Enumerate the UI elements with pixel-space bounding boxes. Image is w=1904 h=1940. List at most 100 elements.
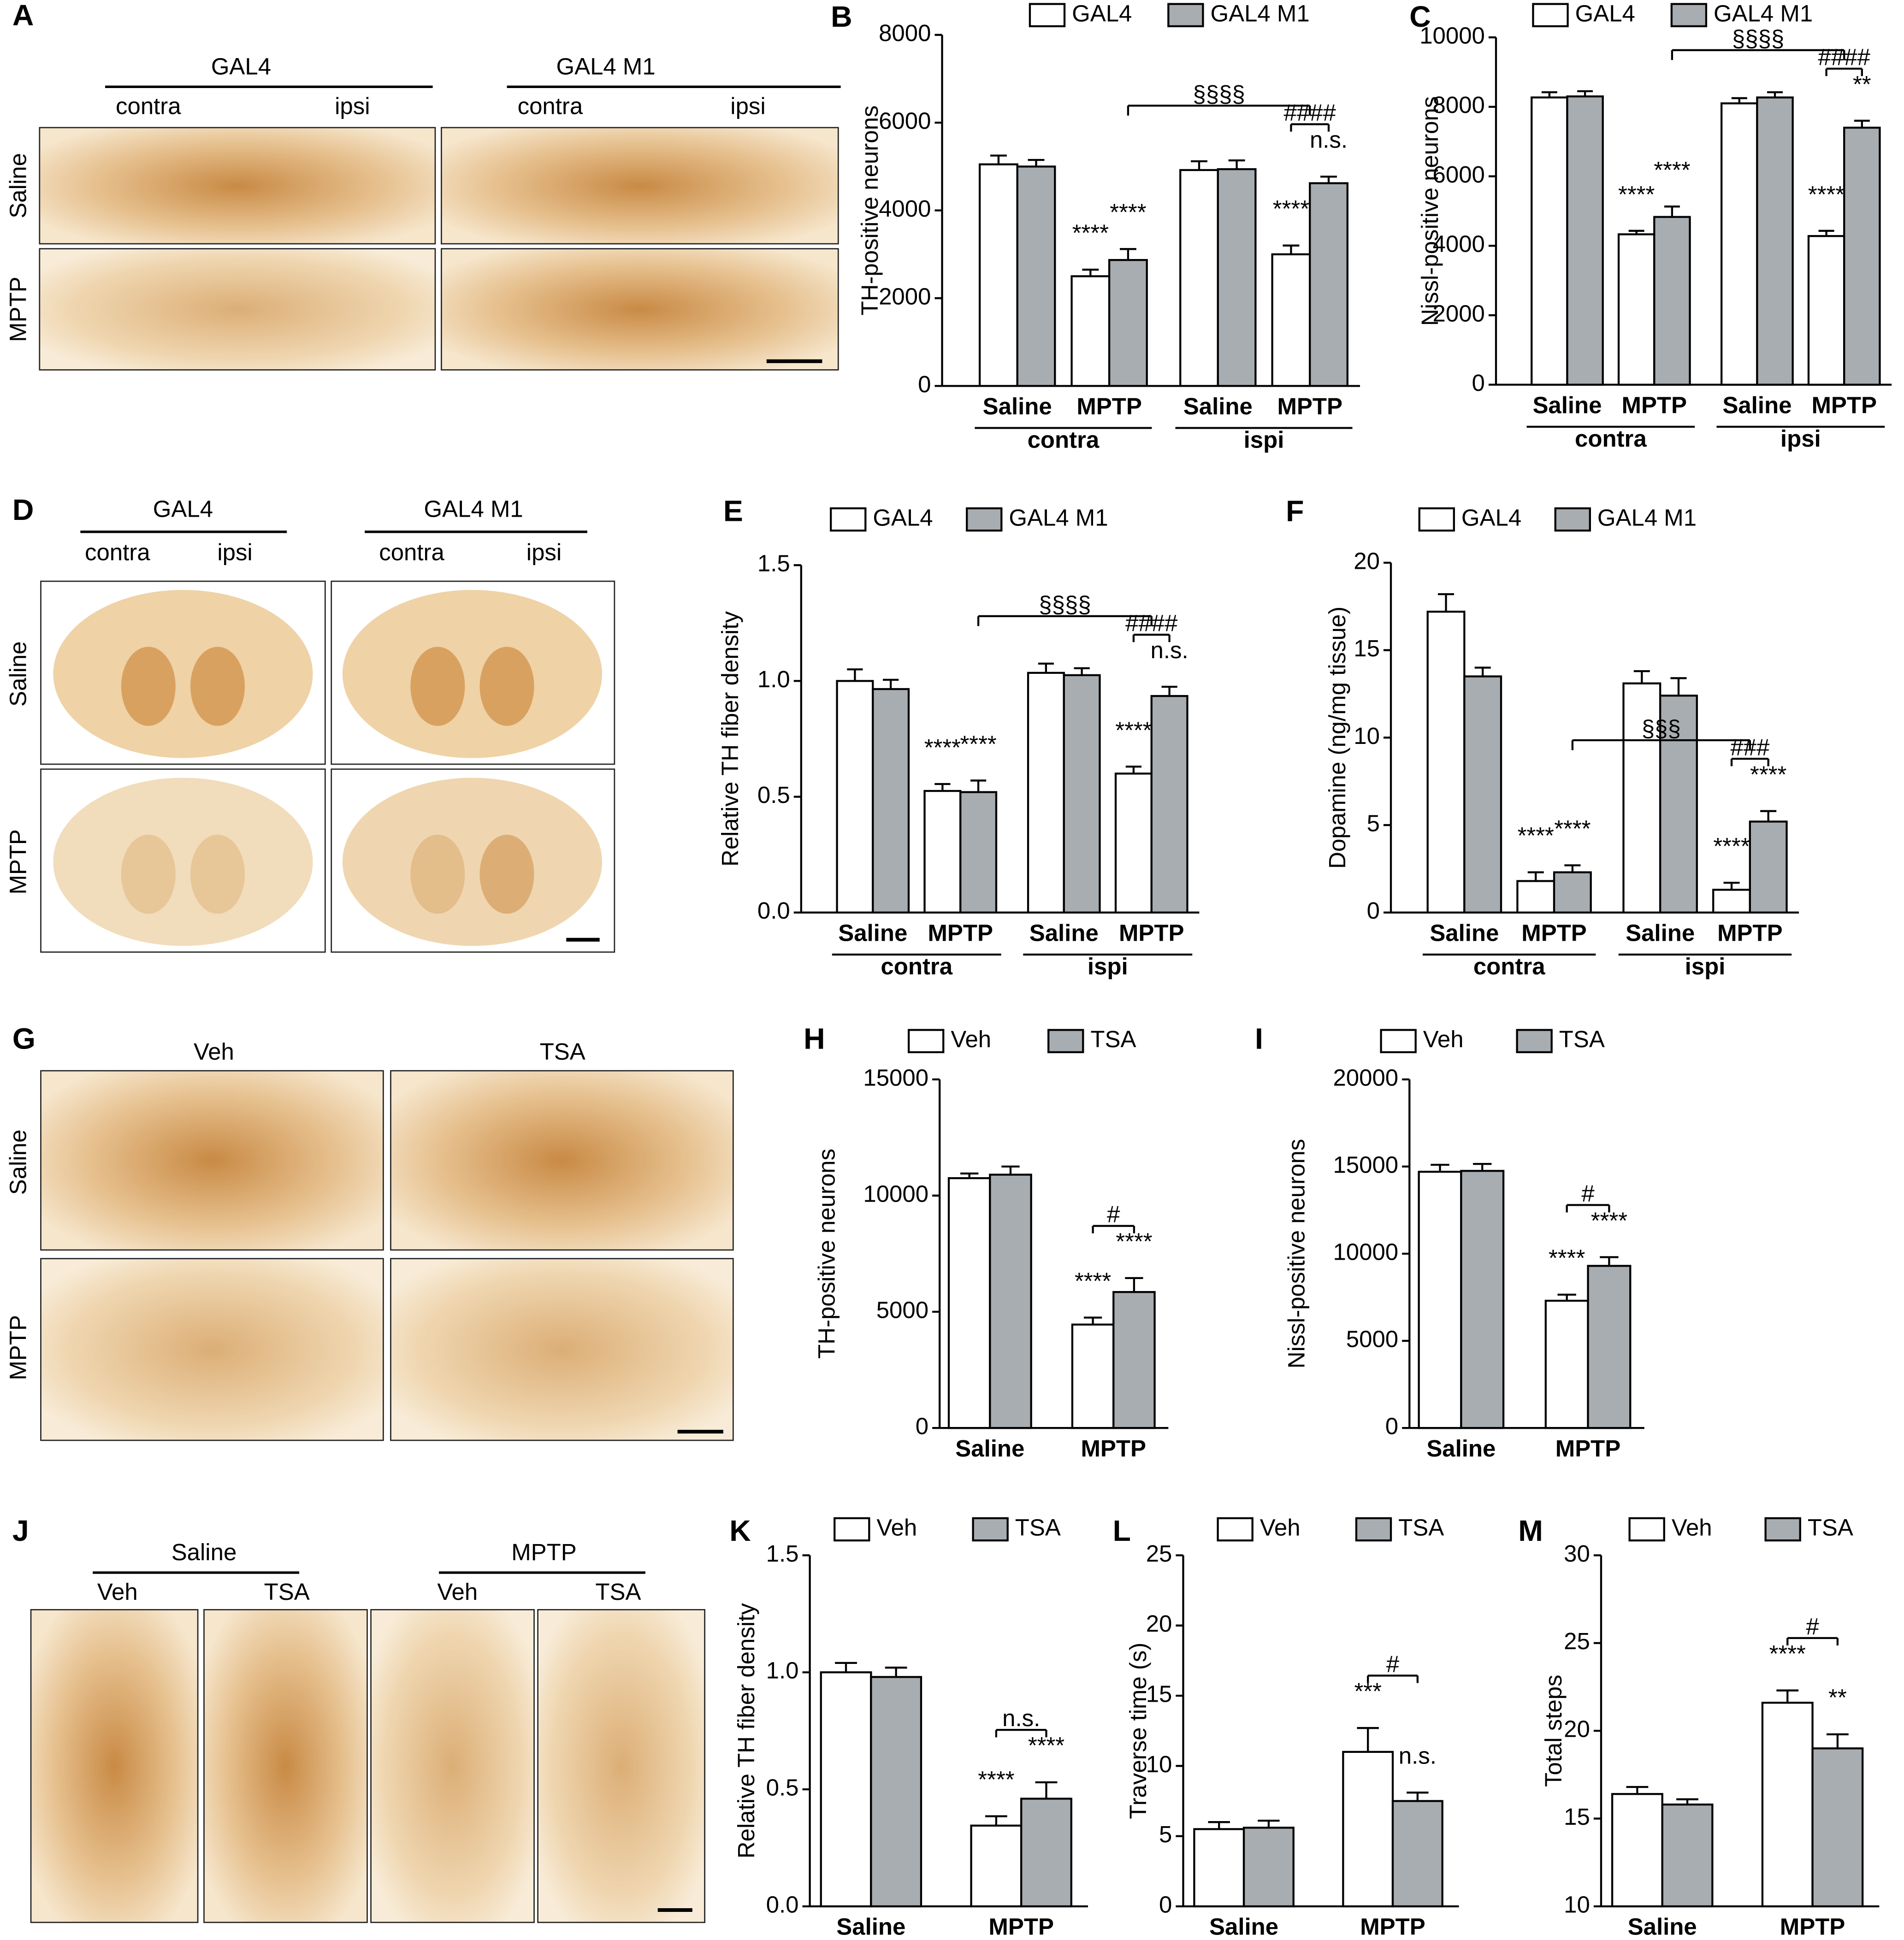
row-label: Saline — [5, 153, 31, 218]
bar — [1460, 1170, 1505, 1429]
x-tick-label: Saline — [983, 393, 1052, 419]
legend-label: GAL4 — [873, 504, 933, 531]
significance-label: ** — [1828, 1684, 1847, 1710]
bar — [978, 163, 1018, 387]
bar — [870, 1676, 922, 1908]
bar — [1391, 1800, 1443, 1908]
row-label: Saline — [5, 1130, 31, 1195]
legend-swatch — [1532, 3, 1569, 28]
group-label: ispi — [1244, 426, 1284, 453]
micrograph — [30, 1609, 199, 1923]
legend-swatch — [1418, 507, 1455, 532]
side-label: contra — [116, 93, 181, 119]
y-tick-label: 8000 — [879, 20, 931, 46]
significance-label: **** — [960, 731, 996, 757]
group-label: contra — [1473, 953, 1545, 979]
bar — [1342, 1751, 1394, 1908]
tissue — [121, 834, 176, 914]
panel-letter: F — [1286, 495, 1304, 528]
y-tick-label: 25 — [1146, 1540, 1172, 1567]
bar — [947, 1177, 991, 1429]
x-tick-label: Saline — [1183, 393, 1253, 419]
micrograph — [39, 248, 436, 371]
bar — [1811, 1747, 1864, 1908]
panel-letter: D — [12, 493, 34, 526]
x-tick-label: Saline — [1626, 920, 1695, 946]
panel-letter: L — [1113, 1514, 1131, 1547]
bar — [1544, 1299, 1589, 1429]
micrograph — [441, 127, 839, 245]
bar — [1418, 1171, 1462, 1429]
panel-letter: I — [1255, 1022, 1263, 1056]
y-tick-label: 20 — [1354, 548, 1380, 574]
bracket-label: §§§§ — [1039, 591, 1091, 618]
column-title: TSA — [595, 1579, 641, 1605]
significance-label: **** — [1072, 219, 1109, 246]
bar — [1749, 820, 1788, 914]
row-label: Saline — [5, 641, 31, 707]
significance-label: **** — [1518, 822, 1554, 849]
micrograph — [370, 1609, 535, 1923]
y-tick-label: 20 — [1564, 1716, 1590, 1742]
bar — [1070, 275, 1111, 387]
legend-swatch — [972, 1517, 1009, 1542]
y-tick-label: 0 — [1367, 897, 1380, 924]
group-label: ispi — [1088, 953, 1128, 979]
bar — [1112, 1291, 1156, 1429]
x-tick-label: MPTP — [1780, 1914, 1845, 1940]
x-tick-label: Saline — [1029, 920, 1099, 946]
bar — [1622, 682, 1662, 914]
side-label: ipsi — [730, 93, 765, 119]
legend-label: GAL4 M1 — [1211, 0, 1310, 26]
bar — [836, 680, 874, 914]
group-label: contra — [1028, 426, 1100, 453]
bar — [989, 1173, 1032, 1429]
side-label: ipsi — [526, 539, 562, 566]
legend-swatch — [1554, 507, 1591, 532]
significance-label: **** — [1115, 717, 1152, 743]
panel-letter: B — [831, 0, 852, 33]
bar — [1150, 695, 1189, 914]
y-tick-label: 0.5 — [766, 1775, 799, 1801]
bar — [1653, 216, 1691, 386]
x-tick-label: Saline — [1209, 1914, 1278, 1940]
x-tick-label: MPTP — [1360, 1914, 1425, 1940]
x-tick-label: Saline — [836, 1914, 905, 1940]
side-label: contra — [85, 539, 150, 566]
legend-label: Veh — [1260, 1514, 1301, 1540]
y-axis-label: TH-positive neurons — [857, 106, 883, 316]
micrograph — [537, 1609, 705, 1923]
bar — [1063, 674, 1101, 914]
y-tick-label: 5000 — [1346, 1326, 1398, 1352]
x-tick-label: Saline — [1426, 1435, 1496, 1462]
bar — [959, 791, 998, 914]
legend-label: TSA — [1090, 1026, 1136, 1052]
panel-letter: G — [12, 1022, 35, 1056]
y-tick-label: 20000 — [1333, 1064, 1398, 1091]
bar — [1309, 182, 1348, 387]
bracket-label: # — [1806, 1613, 1819, 1639]
group-label: contra — [881, 953, 952, 979]
y-tick-label: 0 — [1385, 1413, 1398, 1439]
legend-label: TSA — [1015, 1514, 1061, 1540]
legend-label: Veh — [951, 1026, 991, 1052]
y-tick-label: 10 — [1564, 1891, 1590, 1917]
significance-label: **** — [1654, 157, 1690, 183]
bar — [1761, 1702, 1814, 1908]
y-tick-label: 30 — [1564, 1540, 1590, 1567]
micrograph — [441, 248, 839, 371]
bar — [1617, 233, 1656, 386]
micrograph — [39, 127, 436, 245]
y-tick-label: 0 — [918, 371, 931, 397]
tissue — [342, 778, 603, 946]
legend-swatch — [966, 507, 1003, 532]
bar — [1016, 165, 1056, 387]
panel-a: A GAL4 contra ipsi GAL4 M1 contra ipsi S… — [5, 0, 841, 371]
x-tick-label: MPTP — [1717, 920, 1783, 946]
y-axis-label: Nissl-positive neurons — [1283, 1139, 1309, 1368]
y-tick-label: 0 — [1472, 370, 1485, 396]
y-tick-label: 15000 — [1333, 1151, 1398, 1178]
bar — [1553, 871, 1592, 914]
x-tick-label: MPTP — [1119, 920, 1184, 946]
legend-swatch — [1628, 1517, 1665, 1542]
